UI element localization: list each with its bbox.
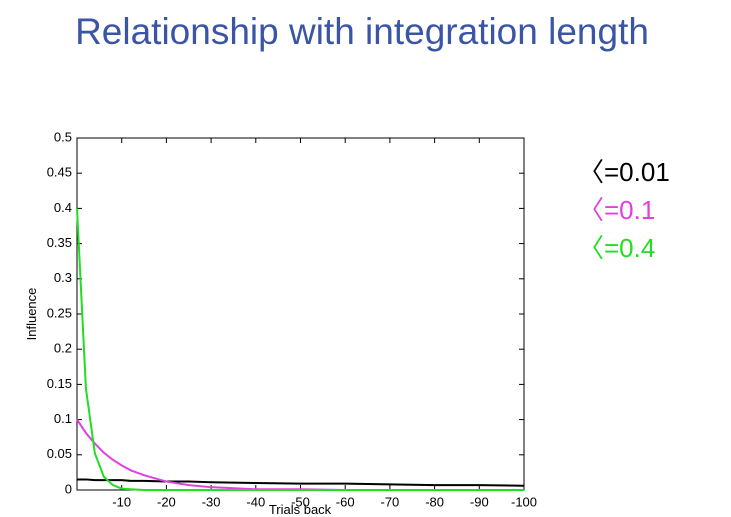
y-tick-label: 0.2 <box>54 341 72 356</box>
x-tick-label: -70 <box>381 494 400 509</box>
y-tick-label: 0.35 <box>47 235 72 250</box>
y-tick-label: 0.5 <box>54 129 72 144</box>
series-line <box>77 478 525 487</box>
x-tick-label: -20 <box>157 494 176 509</box>
legend-entry: 〈=0.4 <box>578 233 655 263</box>
x-tick-label: -60 <box>336 494 355 509</box>
x-tick-label: -30 <box>202 494 221 509</box>
x-tick-label: -100 <box>511 494 537 509</box>
x-tick-label: -80 <box>425 494 444 509</box>
x-tick-label: -90 <box>470 494 489 509</box>
x-tick-label: -40 <box>246 494 265 509</box>
y-tick-label: 0.4 <box>54 200 72 215</box>
chart-title: Relationship with integration length <box>75 11 649 52</box>
x-axis-label: Trials back <box>269 502 332 517</box>
y-tick-label: 0.05 <box>47 446 72 461</box>
x-tick-label: -10 <box>112 494 131 509</box>
y-tick-label: 0.3 <box>54 270 72 285</box>
y-axis-label: Influence <box>24 288 39 341</box>
series-line <box>76 419 524 491</box>
y-tick-label: 0.15 <box>47 376 72 391</box>
y-tick-label: 0 <box>65 481 72 496</box>
legend-entry: 〈=0.1 <box>578 195 655 225</box>
x-tick-label: -50 <box>291 494 310 509</box>
plot-frame <box>76 137 525 491</box>
legend-entry: 〈=0.01 <box>578 157 670 187</box>
y-tick-label: 0.45 <box>47 165 72 180</box>
y-tick-label: 0.1 <box>54 411 72 426</box>
series-line <box>76 208 524 491</box>
y-tick-label: 0.25 <box>47 305 72 320</box>
